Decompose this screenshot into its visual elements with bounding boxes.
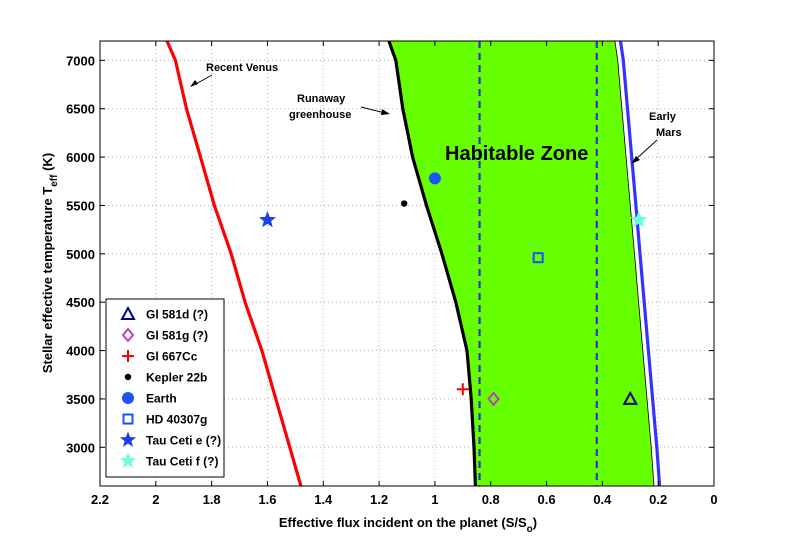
planet-markers [258,172,648,407]
y-tick-label: 6000 [66,150,95,165]
recent-venus-curve [165,41,303,486]
early-mars-arrowhead [631,156,640,164]
early-mars-label-line2: Mars [656,127,682,139]
x-axis-label: Effective flux incident on the planet (S… [279,515,537,535]
x-tick-label: 0.6 [538,492,556,507]
y-tick-label: 4500 [66,295,95,310]
x-tick-label: 0.8 [482,492,500,507]
marker-gl-667cc [456,383,469,396]
runaway-arrow [360,106,386,114]
marker-gl-581d [622,390,638,405]
legend-marker-tau-ceti-e [119,431,137,447]
y-tick-label: 5500 [66,198,95,213]
boundary-curves [165,41,662,486]
marker-gl-581g [487,391,500,407]
x-tick-label: 1.4 [314,492,333,507]
legend-marker-tau-ceti-f [119,452,137,468]
early-mars-label-line1: Early [649,111,677,123]
legend-label-hd-40307g: HD 40307g [146,413,207,427]
y-tick-label: 5000 [66,247,95,262]
runaway-greenhouse-curve [387,41,477,486]
legend-label-tau-ceti-e: Tau Ceti e (?) [146,434,221,448]
x-tick-label: 0.4 [593,492,612,507]
y-tick-label: 3500 [66,392,95,407]
legend-marker-kepler-22b [124,373,132,381]
conservative-limits [478,41,598,486]
legend-label-tau-ceti-f: Tau Ceti f (?) [146,455,218,469]
x-tick-label: 0 [710,492,717,507]
legend-box [105,298,225,478]
legend-label-gl-581d: Gl 581d (?) [146,308,208,322]
legend-marker-hd-40307g [122,413,134,425]
legend-label-kepler-22b: Kepler 22b [146,371,207,385]
runaway-arrowhead [381,109,390,115]
x-tick-label: 0.2 [649,492,667,507]
runaway-label-line2: greenhouse [289,109,351,121]
marker-tau-ceti-f [630,211,648,228]
early-mars-arrow [634,139,658,161]
y-tick-label: 7000 [66,53,95,68]
y-tick-label: 4000 [66,344,95,359]
legend-label-gl-581g: Gl 581g (?) [146,329,208,343]
x-tick-label: 2 [152,492,159,507]
legend-label-gl-667cc: Gl 667Cc [146,350,198,364]
recent-venus-arrowhead [190,80,198,87]
x-tick-label: 1 [431,492,438,507]
early-mars-curve [618,41,662,486]
y-tick-label: 3000 [66,440,95,455]
marker-kepler-22b [401,200,408,207]
runaway-label-line1: Runaway [297,93,346,105]
x-tick-label: 2.2 [91,492,109,507]
x-tick-label: 1.8 [203,492,221,507]
y-tick-label: 6500 [66,102,95,117]
recent-venus-label: Recent Venus [206,62,278,74]
legend-marker-gl-667cc [122,350,134,362]
axis-ticks: 2.2 2 1.8 1.6 1.4 1.2 1 0.8 0.6 0.4 0.2 0 3000 3500 40… [66,41,718,507]
x-tick-label: 1.6 [258,492,276,507]
legend-marker-earth [122,392,134,404]
y-axis-label: Stellar effective temperature Teff (K) [40,153,60,373]
marker-earth [428,172,441,185]
legend-label-earth: Earth [146,392,177,406]
legend-marker-gl-581g [121,327,135,343]
habitable-zone-label: Habitable Zone [445,143,588,165]
marker-hd-40307g [532,252,544,264]
plot-frame [99,40,715,487]
legend-marker-gl-581d [120,305,136,320]
marker-tau-ceti-e [258,211,276,228]
legend: Gl 581d (?) Gl 581g (?) Gl 667Cc Kepler 22b… [105,298,225,478]
x-tick-label: 1.2 [370,492,388,507]
